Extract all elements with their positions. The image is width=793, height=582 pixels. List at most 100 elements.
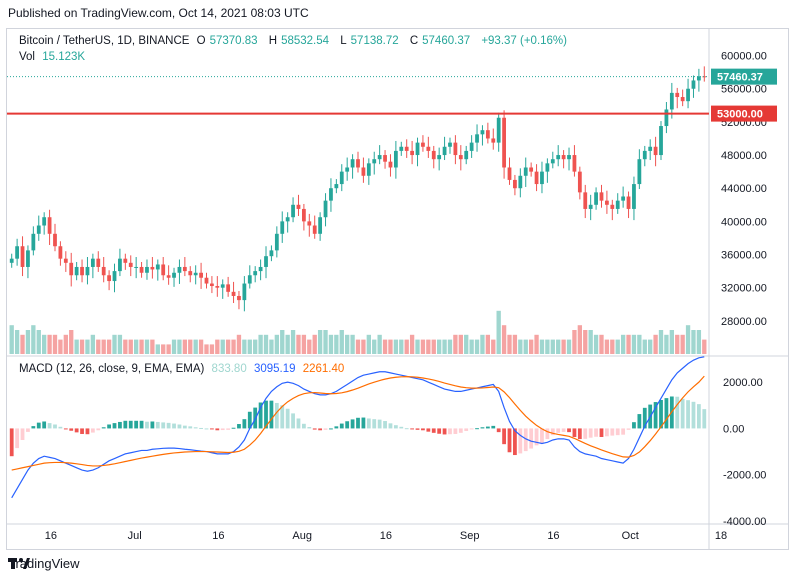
volume-bar (215, 339, 220, 354)
candle-body (247, 275, 252, 284)
volume-bar (312, 334, 317, 354)
candle-body (20, 246, 25, 267)
candle-body (345, 167, 350, 172)
high-label: H 58532.54 (268, 35, 330, 47)
candle-body (421, 142, 425, 147)
candle-body (399, 146, 404, 151)
volume-bar (550, 339, 555, 354)
candle-body (388, 161, 393, 168)
candle-body (166, 275, 171, 278)
volume-bar (566, 339, 572, 354)
volume-bar (25, 330, 31, 354)
candle-body (621, 196, 626, 201)
macd-histogram-bar (475, 428, 479, 430)
volume-bar (588, 330, 593, 354)
volume-bar (404, 339, 409, 354)
candle-body (258, 266, 263, 272)
macd-histogram-bar (80, 428, 84, 434)
volume-bar (658, 330, 664, 354)
volume-bar (556, 339, 561, 354)
candle-body (31, 233, 36, 251)
volume-bar (123, 339, 128, 354)
candle-body (540, 171, 544, 185)
volume-bar (366, 334, 371, 354)
macd-histogram-bar (356, 417, 360, 429)
macd-histogram-bar (605, 428, 609, 437)
candle-body (605, 200, 609, 205)
macd-histogram-bar (464, 428, 469, 431)
candle-body (361, 167, 366, 176)
candle-body (161, 264, 166, 276)
candle-body (15, 246, 20, 259)
candle-body (583, 192, 588, 209)
volume-bar (599, 334, 604, 354)
candle-body (96, 258, 101, 267)
candle-body (648, 146, 653, 151)
candle-body (118, 258, 122, 272)
macd-histogram-bar (182, 425, 187, 429)
volume-bar (372, 339, 377, 354)
macd-histogram-bar (285, 408, 290, 429)
volume-bar (518, 339, 523, 354)
candle-body (686, 88, 690, 102)
volume-bar (545, 339, 550, 354)
macd-histogram-bar (523, 428, 528, 452)
candle-body (150, 266, 155, 270)
candle-body (410, 150, 415, 156)
volume-bar (139, 339, 144, 354)
chart-canvas[interactable]: 60000.0056000.0052000.0048000.0044000.00… (7, 29, 788, 549)
macd-histogram-bar (301, 423, 306, 429)
candle-body (496, 117, 501, 143)
chart-panel[interactable]: 60000.00 56000.00 52000.00 48000.00 44000.00… (6, 28, 789, 550)
volume-bar (301, 334, 307, 354)
candle-body (134, 266, 139, 268)
volume-bar (117, 334, 123, 354)
volume-bar (79, 339, 85, 354)
macd-histogram-bar (26, 428, 30, 432)
macd-histogram-bar (204, 428, 209, 430)
volume-bar (442, 339, 447, 354)
volume-bar (361, 339, 366, 354)
candle-body (242, 283, 247, 301)
candle-body (128, 262, 133, 267)
candle-body (491, 138, 496, 143)
macd-label[interactable]: MACD (12, 26, close, 9, EMA, EMA) (19, 363, 205, 375)
macd-histogram-bar (220, 428, 225, 431)
vol-value: 15.123K (42, 51, 86, 63)
footer: TradingView (8, 556, 80, 571)
last-price-tag-bg (711, 68, 777, 85)
macd-histogram-bar (632, 422, 636, 429)
macd-histogram-bar (101, 427, 106, 429)
low-label: L 57138.72 (340, 35, 399, 47)
macd-histogram-bar (399, 426, 404, 429)
candle-body (502, 117, 506, 168)
volume-bar (355, 339, 361, 354)
volume-bar (669, 330, 674, 354)
symbol-label[interactable]: Bitcoin / TetherUS, 1D, BINANCE (19, 35, 190, 47)
macd-histogram-bar (702, 409, 707, 429)
candle-body (188, 271, 193, 276)
macd-histogram-bar (361, 417, 366, 429)
volume-bar (447, 339, 453, 354)
volume-bar (610, 339, 615, 354)
candle-body (485, 130, 490, 139)
volume-bar (409, 334, 415, 354)
candle-body (329, 188, 333, 201)
macd-histogram-bar (264, 400, 268, 429)
macd-histogram-bar (63, 428, 68, 430)
macd-histogram-bar (53, 424, 57, 429)
macd-histogram-bar (280, 405, 285, 429)
macd-histogram-bar (339, 423, 344, 429)
price-tick-label: 36000.00 (721, 250, 767, 262)
macd-legend: MACD (12, 26, close, 9, EMA, EMA) 833.80… (19, 363, 348, 375)
macd-histogram-bar (215, 428, 220, 431)
candle-body (90, 258, 95, 267)
volume-bar (528, 339, 534, 354)
macd-histogram-bar (318, 428, 323, 431)
volume-bar (253, 339, 258, 354)
macd-histogram-bar (296, 418, 301, 429)
volume-bar (415, 339, 420, 354)
macd-histogram-bar (123, 420, 128, 429)
candle-body (58, 246, 63, 259)
macd-histogram-bar (90, 428, 95, 433)
